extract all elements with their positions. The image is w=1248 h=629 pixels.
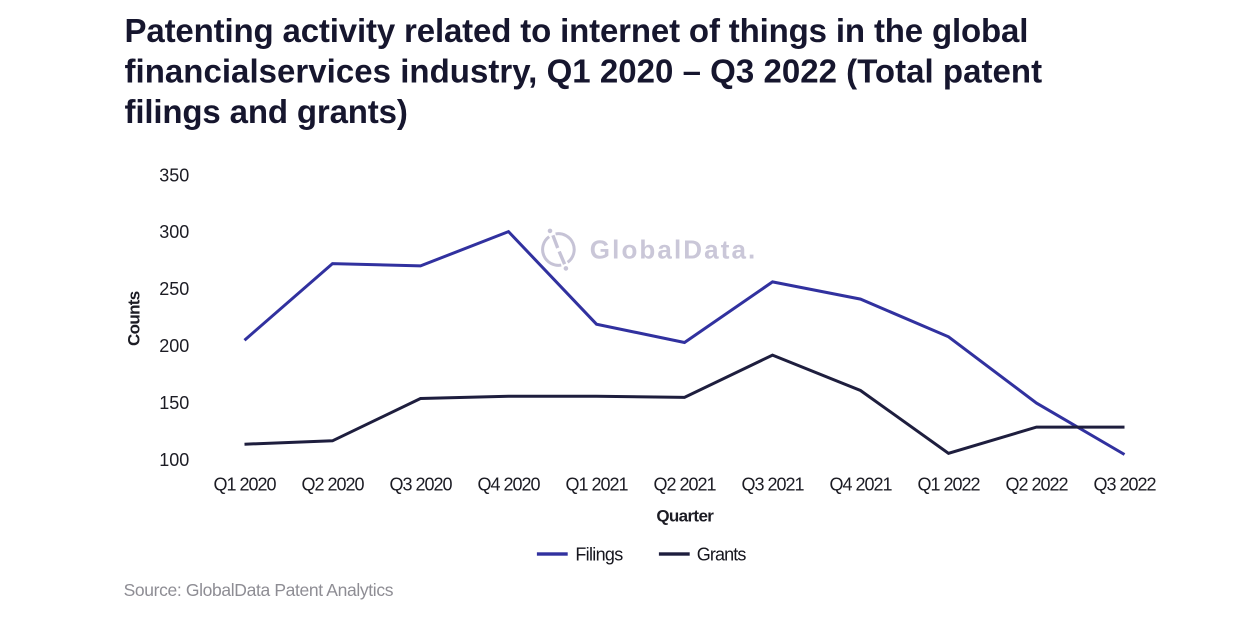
svg-text:financialservices industry, Q1: financialservices industry, Q1 2020 – Q3… [125, 53, 1043, 90]
svg-text:Filings: Filings [575, 544, 623, 564]
svg-text:Quarter: Quarter [656, 507, 714, 526]
svg-text:250: 250 [159, 279, 189, 299]
svg-text:100: 100 [159, 450, 189, 470]
svg-text:GlobalData.: GlobalData. [590, 234, 758, 264]
svg-text:Q3 2022: Q3 2022 [1093, 474, 1156, 494]
svg-text:Q1 2020: Q1 2020 [213, 474, 276, 494]
svg-text:Counts: Counts [124, 291, 143, 346]
svg-text:350: 350 [159, 165, 189, 185]
svg-text:Q2 2021: Q2 2021 [653, 474, 716, 494]
svg-text:300: 300 [159, 222, 189, 242]
svg-text:200: 200 [159, 336, 189, 356]
svg-text:Grants: Grants [697, 544, 747, 564]
svg-text:Patenting activity related to: Patenting activity related to internet o… [125, 12, 1029, 49]
svg-text:Source: GlobalData Patent Anal: Source: GlobalData Patent Analytics [124, 580, 394, 600]
svg-text:Q1 2022: Q1 2022 [917, 474, 980, 494]
svg-text:Q4 2020: Q4 2020 [477, 474, 540, 494]
svg-text:Q2 2022: Q2 2022 [1005, 474, 1068, 494]
svg-text:Q4 2021: Q4 2021 [829, 474, 892, 494]
svg-text:Q3 2021: Q3 2021 [741, 474, 804, 494]
svg-text:filings and grants): filings and grants) [125, 93, 408, 130]
svg-text:150: 150 [159, 393, 189, 413]
svg-text:Q3 2020: Q3 2020 [389, 474, 452, 494]
svg-text:Q1 2021: Q1 2021 [565, 474, 628, 494]
svg-text:Q2 2020: Q2 2020 [301, 474, 364, 494]
